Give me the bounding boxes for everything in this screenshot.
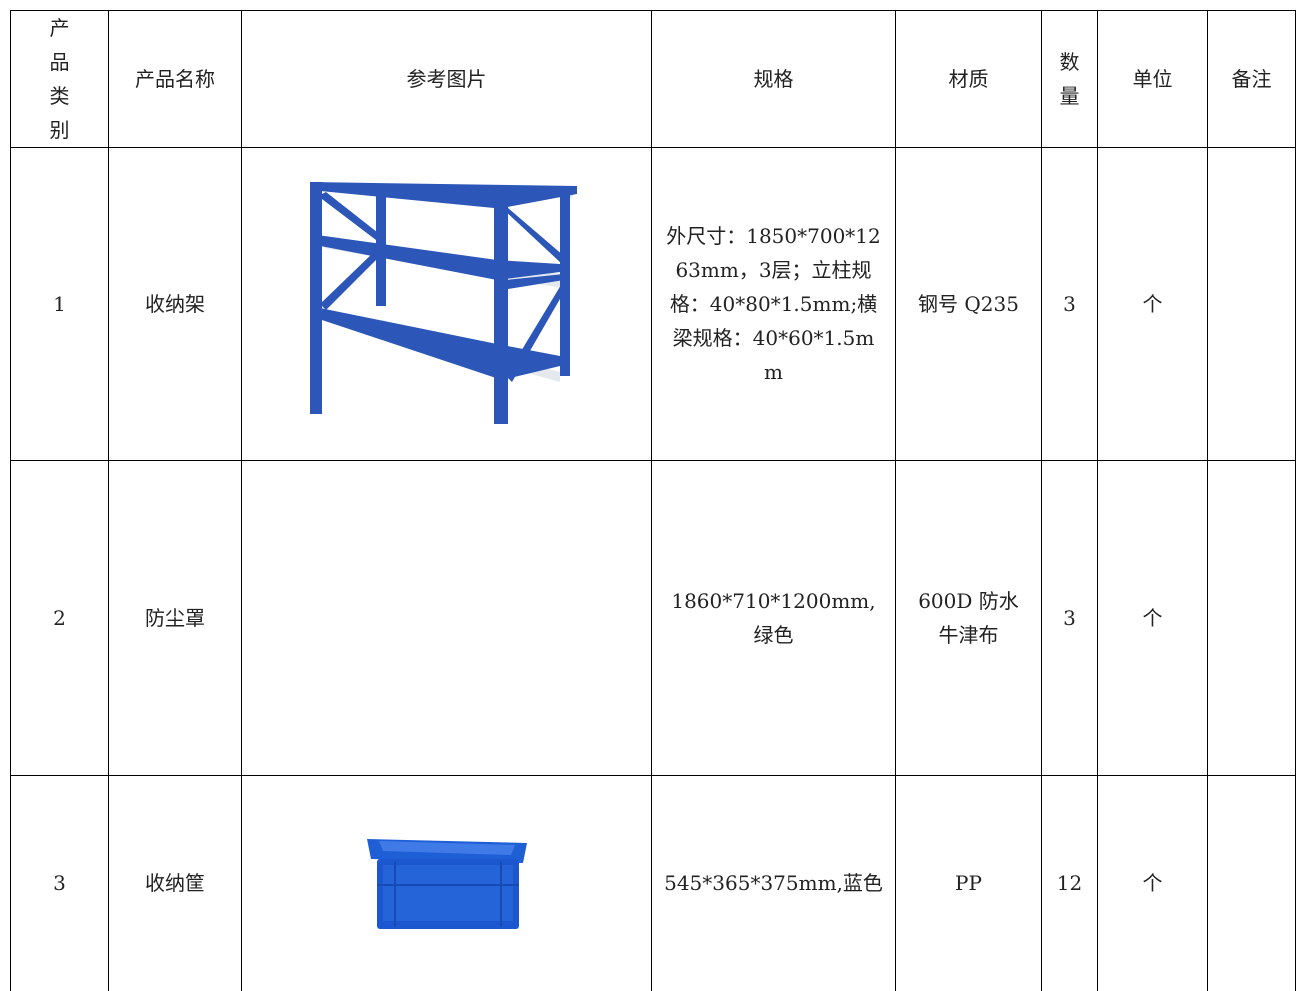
quantity: 3 xyxy=(1041,147,1098,461)
crate-image xyxy=(366,839,527,930)
material: 600D 防水牛津布 xyxy=(895,460,1042,776)
image-cell xyxy=(241,147,652,461)
header-cell: 产品名称 xyxy=(108,10,242,148)
row: 2 防尘罩 1860*710*1200mm,绿色 600D 防水牛津布 3 个 xyxy=(10,460,1296,776)
image-cell xyxy=(241,775,652,991)
image-cell xyxy=(241,460,652,776)
category: 3 xyxy=(10,775,109,991)
header-cell: 备注 xyxy=(1207,10,1296,148)
name: 防尘罩 xyxy=(108,460,242,776)
unit: 个 xyxy=(1097,775,1208,991)
material: 钢号 Q235 xyxy=(895,147,1042,461)
row: 3 收纳筐 545*365*375mm,蓝色 PP 12 个 xyxy=(10,775,1296,991)
row: 1 收纳架 外尺寸：185 xyxy=(10,147,1296,461)
unit: 个 xyxy=(1097,147,1208,461)
spec: 外尺寸：1850*700*1263mm，3层；立柱规格：40*80*1.5mm;… xyxy=(651,147,896,461)
remark xyxy=(1207,147,1296,461)
name: 收纳架 xyxy=(108,147,242,461)
name: 收纳筐 xyxy=(108,775,242,991)
header-cell: 产品类别 xyxy=(10,10,109,148)
header-cell: 参考图片 xyxy=(241,10,652,148)
header-cell: 材质 xyxy=(895,10,1042,148)
material: PP xyxy=(895,775,1042,991)
remark xyxy=(1207,775,1296,991)
page: 产品类别 产品名称 参考图片 规格 材质 数量 单位 备注 1 收纳架 xyxy=(10,10,1296,991)
shelf-image xyxy=(309,182,577,424)
category: 2 xyxy=(10,460,109,776)
spec: 545*365*375mm,蓝色 xyxy=(651,775,896,991)
unit: 个 xyxy=(1097,460,1208,776)
quantity: 3 xyxy=(1041,460,1098,776)
remark xyxy=(1207,460,1296,776)
product-table: 产品类别 产品名称 参考图片 规格 材质 数量 单位 备注 1 收纳架 xyxy=(10,10,1296,991)
category: 1 xyxy=(10,147,109,461)
quantity: 12 xyxy=(1041,775,1098,991)
spec: 1860*710*1200mm,绿色 xyxy=(651,460,896,776)
header-cell: 单位 xyxy=(1097,10,1208,148)
header-row: 产品类别 产品名称 参考图片 规格 材质 数量 单位 备注 xyxy=(10,10,1296,148)
header-cell: 数量 xyxy=(1041,10,1098,148)
header-cell: 规格 xyxy=(651,10,896,148)
